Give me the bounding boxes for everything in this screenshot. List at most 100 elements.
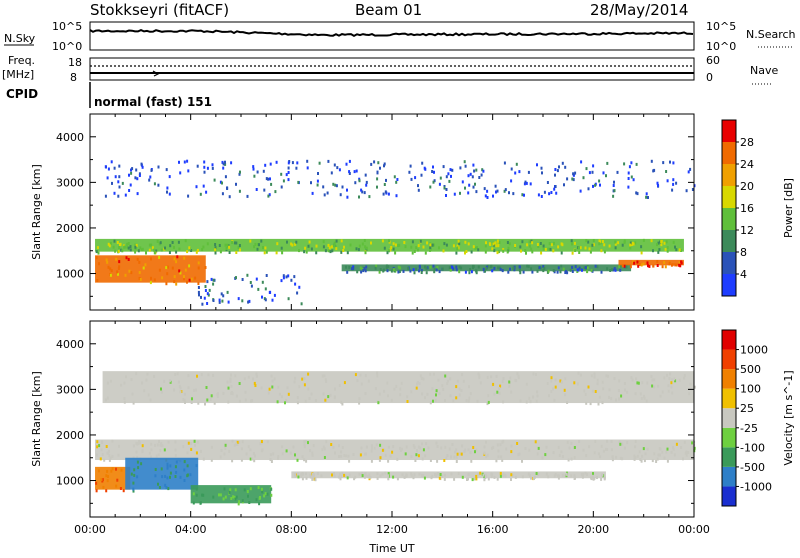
echo-cell	[282, 179, 285, 183]
echo-cell	[173, 245, 175, 249]
echo-cell	[117, 267, 120, 270]
echo-cell	[297, 180, 300, 184]
echo-cell	[591, 389, 594, 393]
echo-cell	[263, 494, 266, 498]
echo-cell	[390, 269, 393, 273]
echo-cell	[352, 453, 355, 456]
echo-cell	[554, 378, 557, 382]
echo-cell	[239, 248, 241, 252]
freq-unit-label: [MHz]	[2, 68, 34, 81]
echo-cell	[532, 395, 535, 399]
echo-cell	[230, 497, 233, 500]
echo-cell	[280, 246, 283, 250]
echo-cell	[420, 271, 423, 274]
echo-cell	[353, 477, 356, 481]
echo-cell	[214, 251, 217, 255]
echo-cell	[412, 476, 415, 480]
echo-cell	[610, 448, 613, 452]
echo-cell	[247, 375, 250, 379]
echo-cell	[316, 183, 319, 187]
echo-cell	[394, 243, 397, 247]
colorbar-segment	[722, 388, 736, 409]
x-tick-label: 00:00	[678, 523, 710, 536]
echo-cell	[558, 453, 561, 457]
echo-cell	[287, 297, 290, 301]
echo-cell	[390, 398, 393, 402]
echo-cell	[110, 160, 113, 164]
echo-cell	[646, 447, 649, 451]
echo-cell	[617, 389, 620, 393]
echo-cell	[166, 462, 169, 466]
echo-cell	[118, 444, 120, 448]
echo-cell	[231, 392, 234, 396]
echo-cell	[566, 271, 569, 275]
echo-cell	[341, 446, 344, 449]
echo-cell	[256, 170, 259, 174]
echo-cell	[267, 177, 270, 181]
echo-cell	[175, 282, 178, 286]
echo-cell	[399, 387, 402, 391]
echo-cell	[576, 382, 579, 386]
echo-cell	[378, 458, 381, 462]
echo-cell	[269, 162, 272, 166]
echo-cell	[638, 450, 641, 454]
echo-cell	[598, 395, 601, 399]
echo-cell	[294, 282, 297, 286]
echo-cell	[602, 449, 605, 453]
echo-cell	[666, 459, 669, 463]
echo-cell	[444, 445, 447, 449]
echo-cell	[510, 478, 512, 481]
echo-cell	[106, 469, 109, 473]
echo-cell	[624, 388, 626, 392]
echo-cell	[240, 447, 243, 451]
echo-cell	[175, 470, 178, 474]
echo-cell	[122, 489, 125, 493]
echo-cell	[224, 495, 227, 499]
echo-cell	[323, 374, 326, 378]
echo-cell	[178, 160, 180, 164]
echo-cell	[183, 256, 186, 260]
echo-cell	[653, 452, 656, 456]
echo-cell	[204, 402, 206, 406]
echo-cell	[212, 495, 215, 499]
echo-cell	[662, 161, 665, 165]
echo-cell	[560, 380, 563, 384]
echo-cell	[110, 469, 113, 473]
echo-cell	[592, 239, 595, 242]
echo-cell	[309, 449, 312, 453]
echo-cell	[670, 385, 673, 389]
colorbar-segment	[722, 349, 736, 370]
echo-cell	[167, 440, 170, 444]
echo-cell	[456, 452, 459, 456]
echo-cell	[158, 486, 161, 489]
echo-cell	[396, 477, 399, 481]
echo-cell	[346, 195, 349, 199]
echo-cell	[486, 453, 489, 457]
echo-cell	[436, 445, 439, 448]
echo-cell	[261, 490, 264, 494]
echo-cell	[496, 443, 499, 447]
echo-cell	[685, 453, 688, 457]
colorbar-tick-label: 500	[740, 363, 761, 376]
echo-cell	[270, 493, 273, 497]
echo-cell	[521, 475, 524, 479]
echo-cell	[389, 248, 392, 252]
echo-cell	[579, 246, 582, 250]
echo-cell	[388, 239, 390, 243]
echo-cell	[110, 269, 113, 273]
echo-cell	[235, 276, 237, 280]
echo-cell	[360, 270, 363, 274]
echo-cell	[210, 458, 213, 462]
echo-cell	[574, 249, 577, 252]
echo-cell	[341, 402, 344, 406]
echo-cell	[214, 248, 217, 252]
echo-cell	[435, 268, 438, 272]
echo-cell	[374, 387, 377, 391]
echo-cell	[203, 165, 206, 169]
echo-cell	[325, 379, 328, 383]
echo-cell	[525, 400, 528, 404]
echo-cell	[311, 451, 314, 455]
echo-cell	[431, 170, 434, 173]
echo-cell	[237, 502, 240, 506]
echo-cell	[634, 455, 637, 459]
